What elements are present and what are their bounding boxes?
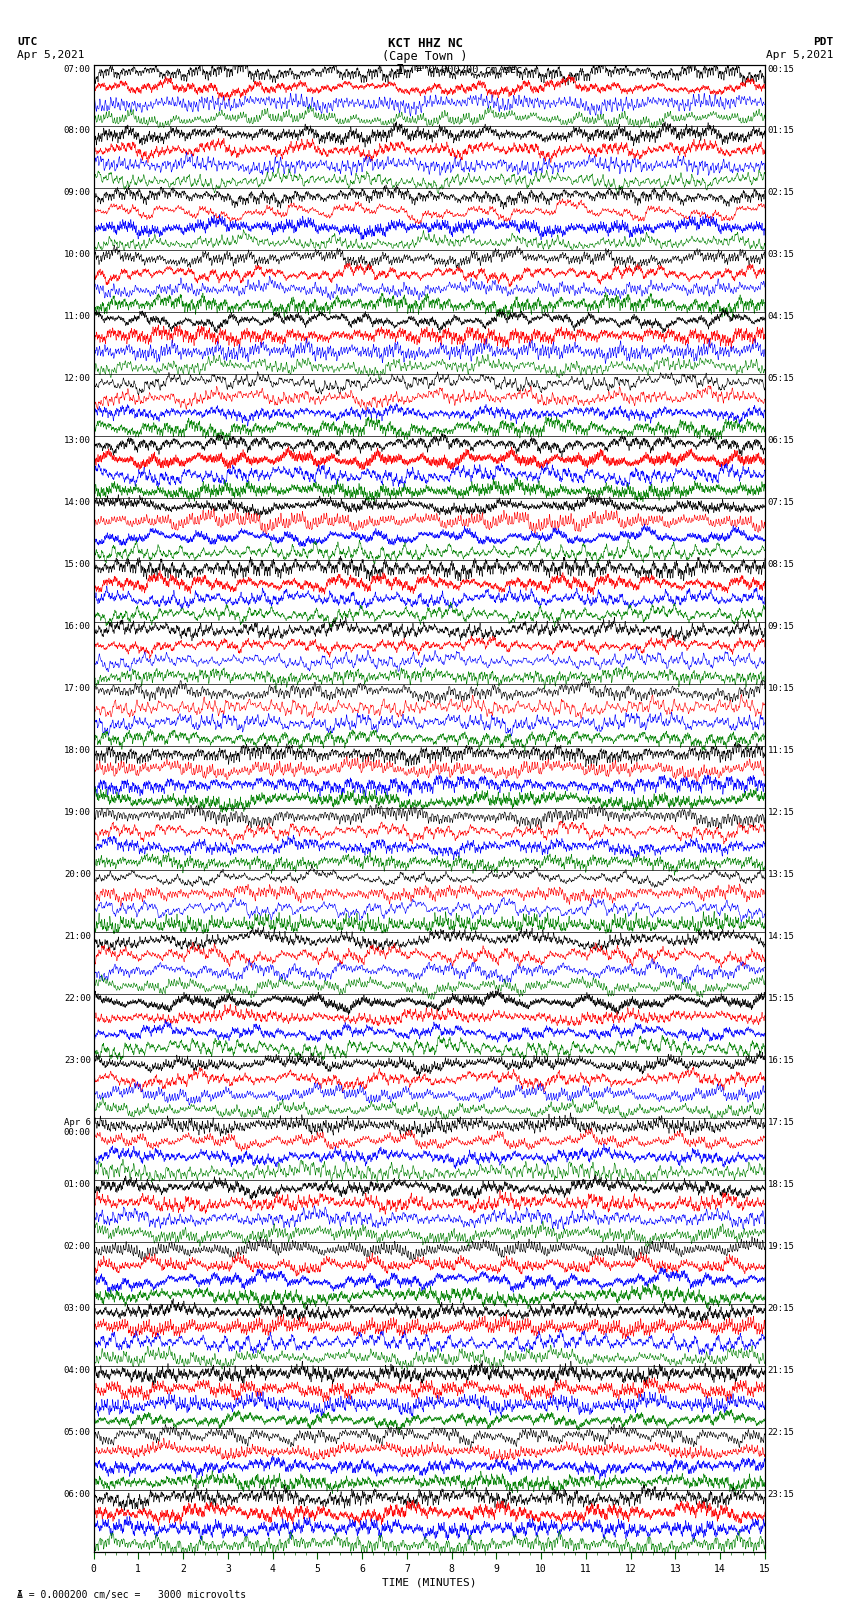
Text: Apr 5,2021: Apr 5,2021 <box>766 50 833 60</box>
Text: I = 0.000200 cm/sec =   3000 microvolts: I = 0.000200 cm/sec = 3000 microvolts <box>17 1590 246 1600</box>
Text: KCT HHZ NC: KCT HHZ NC <box>388 37 462 50</box>
Text: I: I <box>395 63 404 77</box>
Text: UTC: UTC <box>17 37 37 47</box>
Text: = 0.000200 cm/sec: = 0.000200 cm/sec <box>416 65 523 74</box>
X-axis label: TIME (MINUTES): TIME (MINUTES) <box>382 1578 477 1587</box>
Text: PDT: PDT <box>813 37 833 47</box>
Text: A: A <box>17 1590 23 1600</box>
Text: (Cape Town ): (Cape Town ) <box>382 50 468 63</box>
Text: Apr 5,2021: Apr 5,2021 <box>17 50 84 60</box>
